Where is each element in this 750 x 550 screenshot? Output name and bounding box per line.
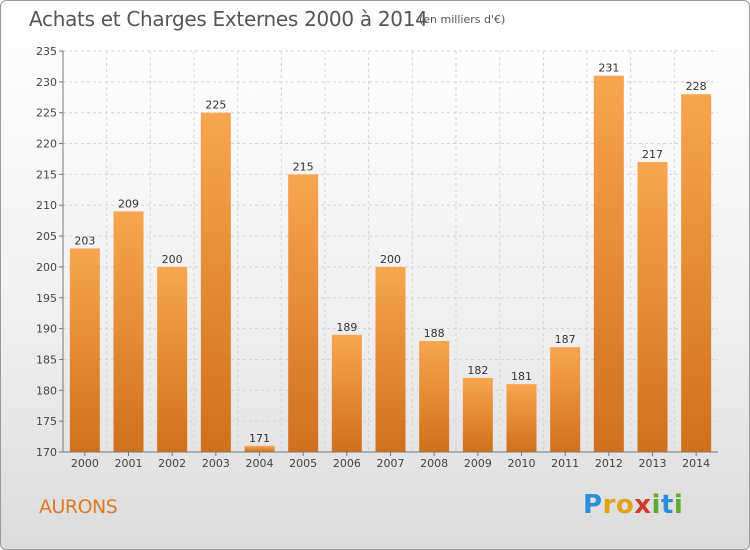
x-tick-label: 2010 <box>508 457 536 470</box>
bar <box>637 162 668 453</box>
bar-value-label: 215 <box>293 160 314 173</box>
commune-name: AURONS <box>39 496 118 518</box>
axes: 170 175 180 185 190 195 200 205 210 215 220 225 230 2… <box>36 45 718 470</box>
x-tick-label: 2005 <box>289 457 317 470</box>
chart-title: Achats et Charges Externes 2000 à 2014 <box>29 7 428 31</box>
bar <box>331 334 362 452</box>
x-tick-label: 2014 <box>682 457 710 470</box>
proxiti-logo: Proxiti <box>583 490 684 520</box>
bar <box>244 445 275 452</box>
x-tick-label: 2003 <box>202 457 230 470</box>
bar <box>157 266 188 452</box>
y-tick-label: 190 <box>36 323 57 336</box>
y-tick-label: 205 <box>36 230 57 243</box>
bars: 203 209 200 225 171 215 189 200 188 182 181 187 231 2… <box>69 62 712 453</box>
y-tick-label: 185 <box>36 353 57 366</box>
bar-value-label: 203 <box>74 234 95 247</box>
x-tick-label: 2012 <box>595 457 623 470</box>
y-tick-label: 180 <box>36 384 57 397</box>
bar-value-label: 228 <box>686 80 707 93</box>
bar <box>288 174 319 452</box>
bar-value-label: 187 <box>555 333 576 346</box>
bar-value-label: 209 <box>118 197 139 210</box>
bar-value-label: 188 <box>424 327 445 340</box>
x-tick-label: 2011 <box>551 457 579 470</box>
bar-value-label: 231 <box>598 62 619 75</box>
bar <box>113 211 144 452</box>
bar <box>462 377 493 452</box>
x-tick-label: 2009 <box>464 457 492 470</box>
y-tick-label: 215 <box>36 168 57 181</box>
y-tick-label: 175 <box>36 415 57 428</box>
x-tick-label: 2007 <box>377 457 405 470</box>
x-tick-label: 2013 <box>639 457 667 470</box>
bar-value-label: 200 <box>380 253 401 266</box>
y-tick-label: 170 <box>36 446 57 459</box>
bar <box>506 384 537 452</box>
y-tick-label: 200 <box>36 261 57 274</box>
bar <box>681 94 712 452</box>
y-tick-label: 220 <box>36 138 57 151</box>
y-tick-label: 230 <box>36 76 57 89</box>
bar <box>550 347 581 452</box>
y-tick-label: 235 <box>36 45 57 58</box>
x-tick-label: 2006 <box>333 457 361 470</box>
bar <box>375 266 406 452</box>
chart-subtitle: (en milliers d'€) <box>419 13 506 26</box>
bar <box>593 75 624 452</box>
bar-value-label: 182 <box>467 364 488 377</box>
bar <box>69 248 100 452</box>
y-tick-label: 195 <box>36 292 57 305</box>
bar <box>200 112 231 452</box>
y-tick-label: 210 <box>36 199 57 212</box>
x-tick-label: 2002 <box>158 457 186 470</box>
x-tick-label: 2001 <box>115 457 143 470</box>
bar <box>419 340 450 452</box>
bar-value-label: 189 <box>336 321 357 334</box>
bar-value-label: 217 <box>642 148 663 161</box>
y-tick-label: 225 <box>36 107 57 120</box>
bar-value-label: 200 <box>162 253 183 266</box>
bar-value-label: 225 <box>205 99 226 112</box>
bar-value-label: 181 <box>511 370 532 383</box>
x-tick-label: 2000 <box>71 457 99 470</box>
x-tick-label: 2004 <box>246 457 274 470</box>
bar-value-label: 171 <box>249 432 270 445</box>
x-tick-label: 2008 <box>420 457 448 470</box>
